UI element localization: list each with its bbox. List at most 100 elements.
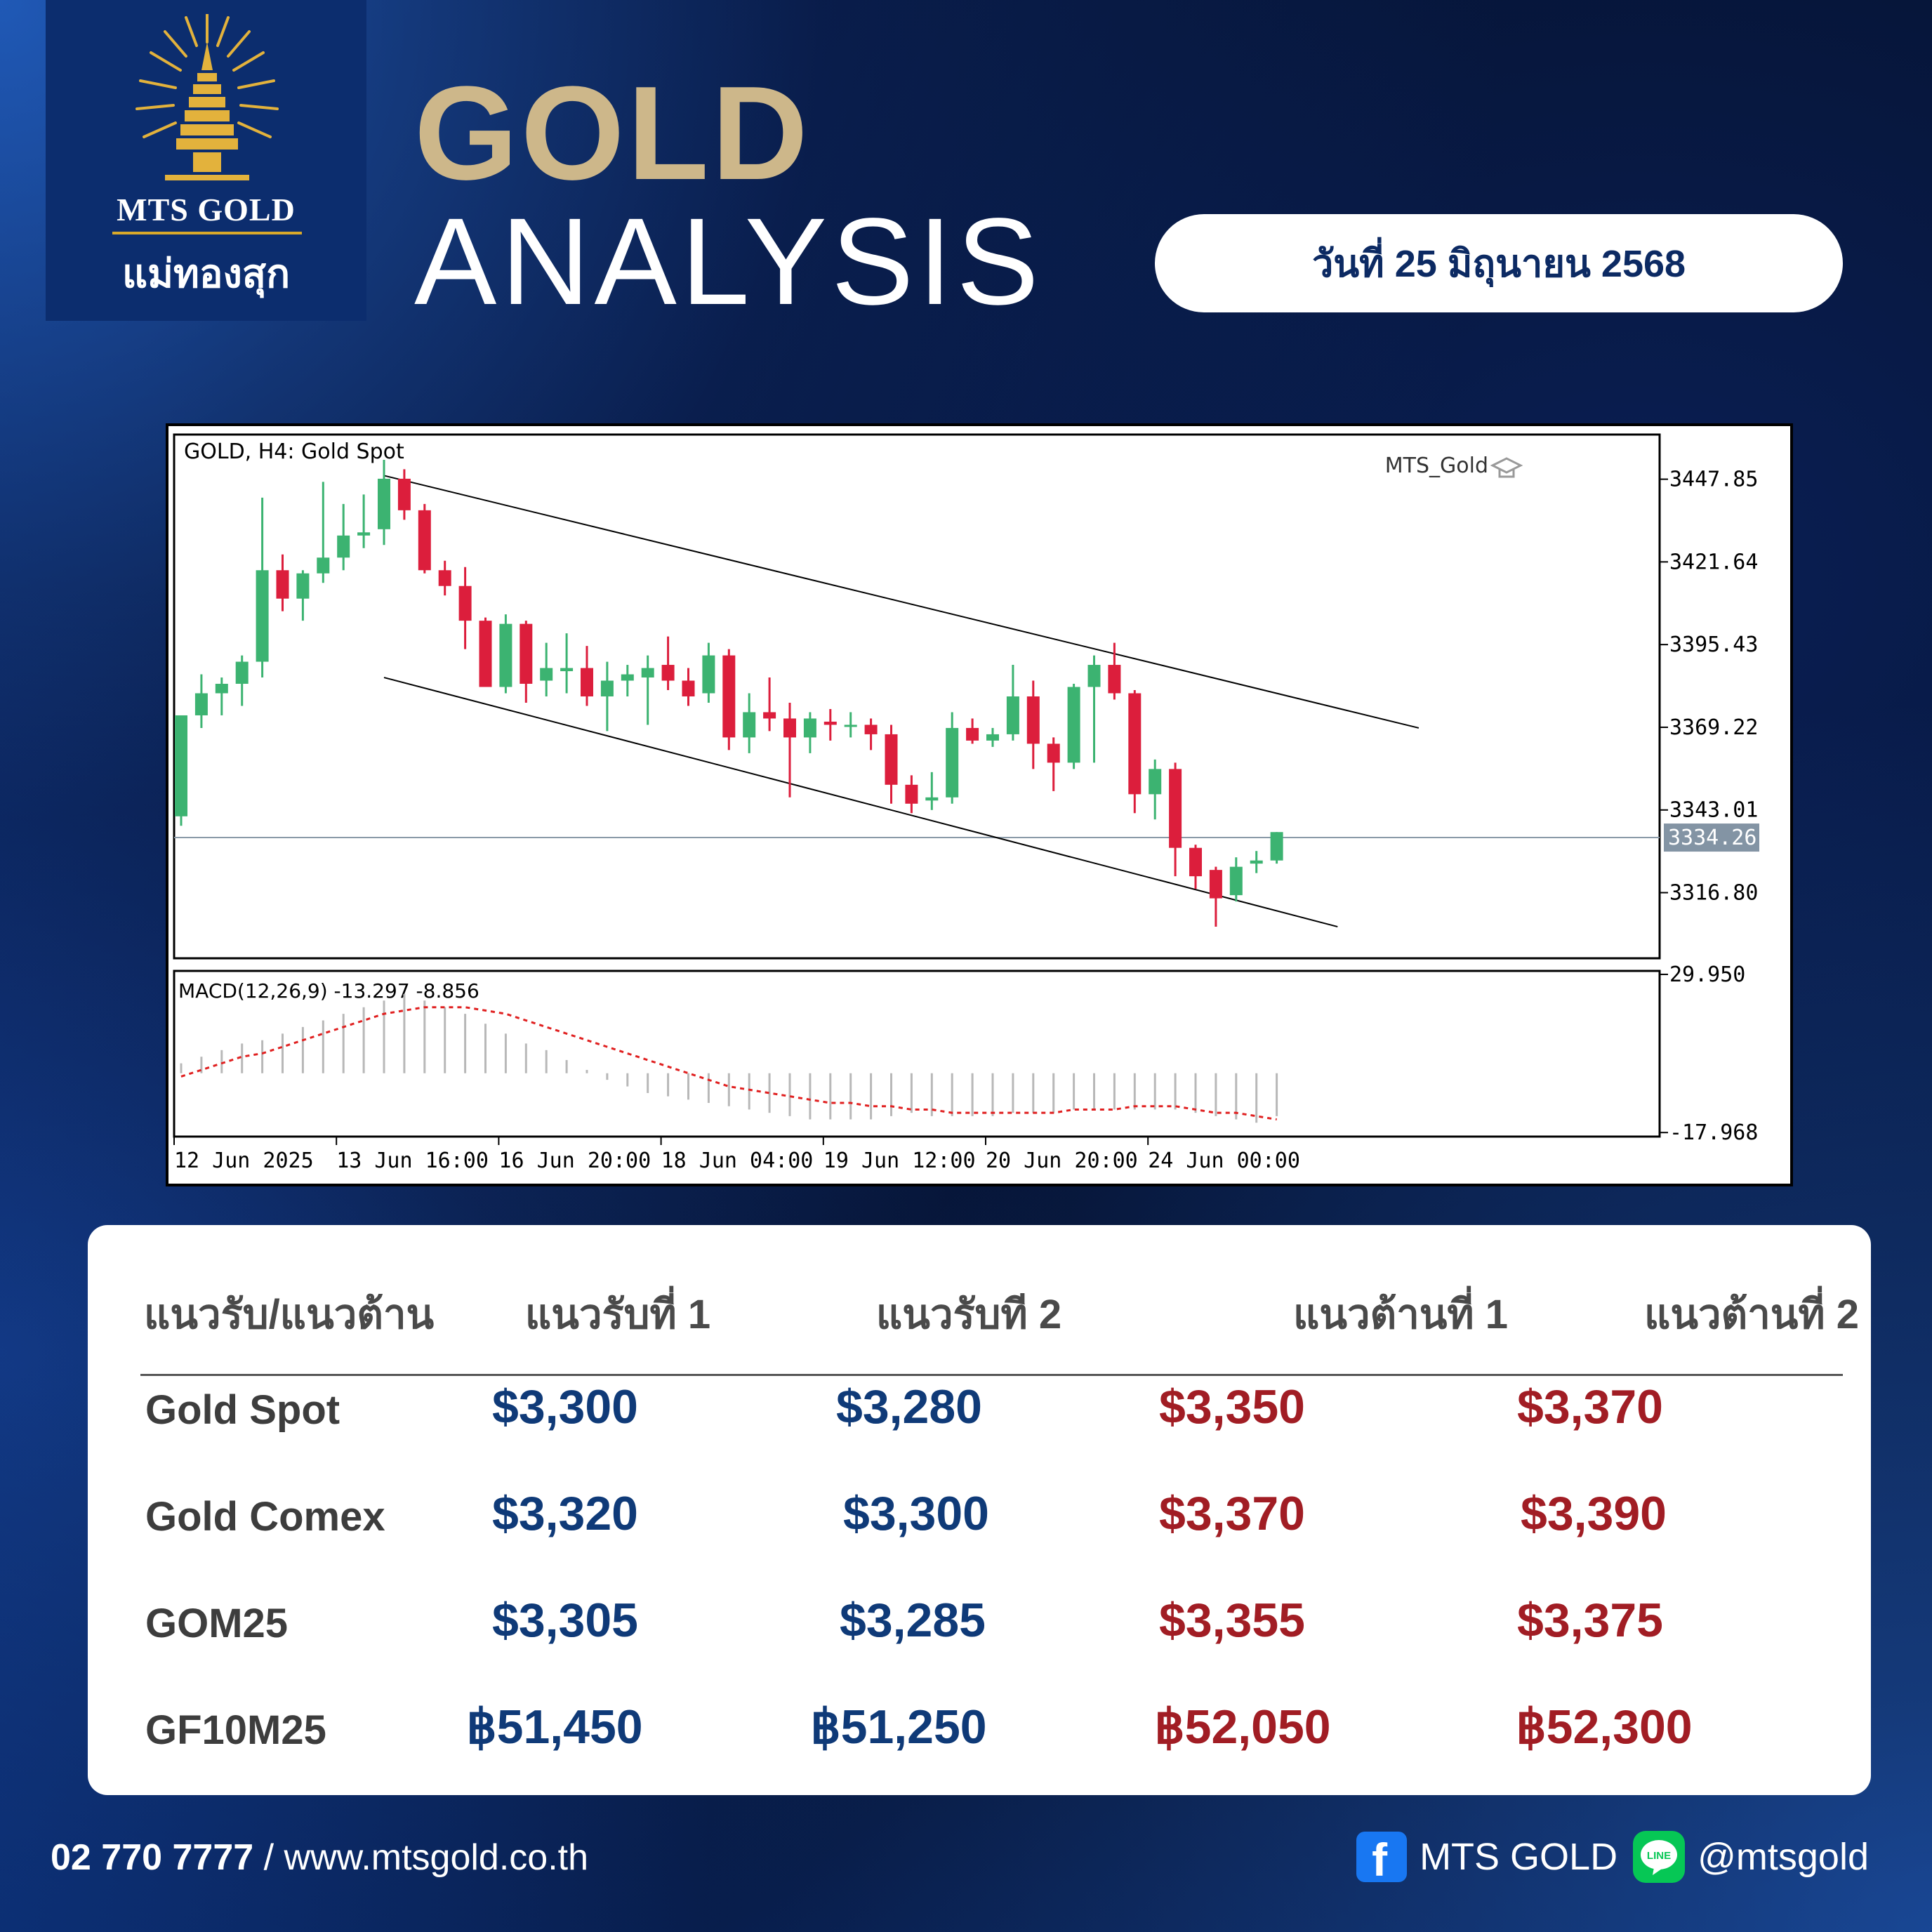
candle-body <box>743 712 756 738</box>
candle-body <box>458 585 472 621</box>
candle-body <box>235 661 249 684</box>
svg-text:LINE: LINE <box>1647 1850 1671 1862</box>
candle-body <box>905 784 918 804</box>
candle-body <box>438 570 451 586</box>
candle-body <box>337 535 350 558</box>
contact-separator: / <box>253 1837 284 1878</box>
candle-body <box>194 693 208 715</box>
candle-body <box>864 724 878 734</box>
y-tick-label: 3343.01 <box>1669 798 1758 823</box>
candle-body <box>1006 696 1019 734</box>
title-analysis: ANALYSIS <box>414 193 1043 331</box>
x-tick-label: 20 Jun 20:00 <box>986 1149 1138 1173</box>
cell-support-2: $3,280 <box>836 1380 982 1434</box>
candle-body <box>1108 665 1121 694</box>
cell-resistance-1: $3,370 <box>1159 1487 1305 1540</box>
candle-body <box>1149 769 1162 795</box>
candle-body <box>296 573 310 599</box>
candle-body <box>1209 870 1222 899</box>
candle-body <box>540 668 553 681</box>
header-levels: แนวรับ/แนวต้าน <box>144 1292 435 1337</box>
facebook-icon[interactable]: f <box>1356 1832 1408 1885</box>
candle-body <box>661 665 675 681</box>
candle-body <box>378 478 390 529</box>
y-tick-label: 3369.22 <box>1669 715 1758 740</box>
candle-body <box>783 718 796 738</box>
candle-body <box>1270 832 1283 861</box>
cell-support-1: $3,320 <box>492 1487 638 1540</box>
candle-body <box>1047 743 1060 763</box>
cell-support-2: ฿51,250 <box>810 1700 987 1754</box>
cell-support-2: $3,285 <box>840 1594 986 1647</box>
cell-resistance-2: ฿52,300 <box>1516 1700 1693 1754</box>
cell-resistance-2: $3,370 <box>1517 1380 1663 1434</box>
macd-y-tick-label: 29.950 <box>1669 962 1745 987</box>
macd-label: MACD(12,26,9) -13.297 -8.856 <box>178 979 479 1003</box>
golden-chedi-icon <box>135 14 279 180</box>
candle-body <box>1169 769 1182 848</box>
candle-body <box>256 570 269 662</box>
channel-lower-line <box>383 677 1338 928</box>
candle-body <box>1087 665 1101 687</box>
date-text: วันที่ 25 มิถุนายน 2568 <box>1311 243 1686 285</box>
candle-body <box>925 797 939 801</box>
main-panel-border <box>173 433 1661 960</box>
candle-body <box>966 727 979 741</box>
row-label-gold-spot: Gold Spot <box>145 1387 340 1433</box>
macd-signal-line <box>180 1006 1277 1121</box>
cell-support-1: ฿51,450 <box>466 1700 643 1754</box>
y-tick-label: 3316.80 <box>1669 881 1758 906</box>
candle-body <box>479 621 492 687</box>
candle-body <box>823 721 837 725</box>
graduation-cap-icon <box>1490 457 1523 478</box>
candle-body <box>621 674 634 681</box>
candle-body <box>641 668 654 678</box>
social-links: f MTS GOLD LINE @mtsgold <box>1356 1831 1869 1885</box>
title-gold: GOLD <box>414 59 811 208</box>
candle-body <box>844 724 857 727</box>
candle-body <box>581 668 593 696</box>
candle-body <box>1250 860 1263 864</box>
candle-body <box>722 655 736 738</box>
header-resistance-2: แนวต้านที่ 2 <box>1643 1292 1860 1337</box>
row-label-gf10m25: GF10M25 <box>145 1707 326 1753</box>
candle-body <box>1128 693 1142 795</box>
candle-body <box>1026 696 1040 744</box>
candle-body <box>600 680 614 696</box>
facebook-name[interactable]: MTS GOLD <box>1420 1836 1618 1878</box>
candle-body <box>499 623 512 687</box>
brand-name-en: MTS GOLD <box>117 192 296 227</box>
current-price-badge <box>1664 823 1759 852</box>
y-tick-label: 3447.85 <box>1669 468 1758 492</box>
cell-resistance-1: ฿52,050 <box>1154 1700 1331 1754</box>
price-chart: GOLD, H4: Gold Spot MTS_Gold 3447.85 3421.6… <box>166 423 1793 1186</box>
candle-body <box>1229 866 1243 896</box>
website-link[interactable]: www.mtsgold.co.th <box>284 1837 589 1878</box>
brand-divider <box>112 232 302 234</box>
candle-body <box>702 655 715 694</box>
candle-body <box>520 623 533 684</box>
candle-body <box>1067 687 1080 763</box>
current-price-label: 3334.26 <box>1668 826 1756 850</box>
candle-body <box>357 532 371 536</box>
line-icon[interactable]: LINE <box>1633 1831 1686 1883</box>
table-divider <box>140 1374 1843 1376</box>
cell-resistance-2: $3,375 <box>1517 1594 1663 1647</box>
candle-body <box>276 570 289 599</box>
cell-resistance-2: $3,390 <box>1521 1487 1667 1540</box>
cell-support-2: $3,300 <box>843 1487 989 1540</box>
cell-resistance-1: $3,355 <box>1159 1594 1305 1647</box>
line-id[interactable]: @mtsgold <box>1698 1836 1869 1878</box>
chart-watermark: MTS_Gold <box>1385 454 1488 478</box>
x-tick-label: 19 Jun 12:00 <box>823 1149 976 1173</box>
y-tick-label: 3421.64 <box>1669 550 1758 574</box>
phone-number[interactable]: 02 770 7777 <box>51 1837 254 1878</box>
cell-support-1: $3,305 <box>492 1594 638 1647</box>
x-tick-label: 16 Jun 20:00 <box>498 1149 651 1173</box>
candle-body <box>763 712 776 719</box>
y-tick-label: 3395.43 <box>1669 633 1758 657</box>
candle-body <box>418 510 431 571</box>
x-tick-label: 12 Jun 2025 <box>174 1149 314 1173</box>
candle-body <box>946 727 959 798</box>
contact-info: 02 770 7777 / www.mtsgold.co.th <box>51 1837 588 1879</box>
